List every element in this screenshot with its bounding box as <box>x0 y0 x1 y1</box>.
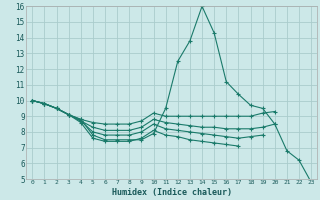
X-axis label: Humidex (Indice chaleur): Humidex (Indice chaleur) <box>112 188 232 197</box>
